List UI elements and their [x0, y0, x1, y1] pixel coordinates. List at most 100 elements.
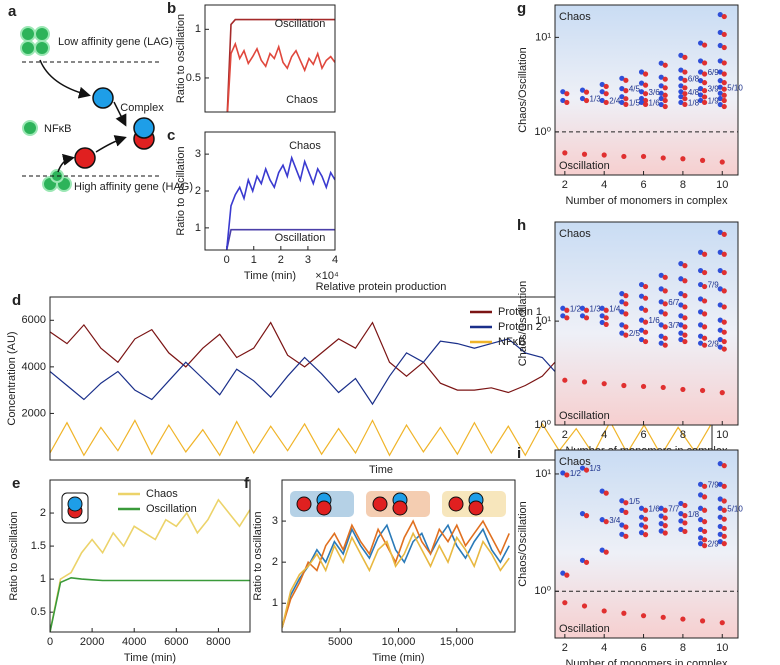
x-tick-label: 1: [251, 254, 257, 266]
data-point: [717, 101, 727, 110]
point-part: [701, 519, 708, 525]
point-part: [662, 97, 668, 104]
data-point: [619, 522, 629, 530]
data-point: [619, 531, 629, 539]
data-point: [599, 517, 609, 525]
data-point: [640, 153, 647, 160]
point-part: [678, 89, 684, 95]
point-part: [640, 613, 647, 619]
point-part: [680, 616, 686, 622]
point-part: [697, 92, 704, 98]
data-point: [619, 299, 629, 307]
x-tick-label: 6: [640, 179, 646, 191]
point-part: [638, 69, 645, 75]
point-part: [638, 89, 645, 95]
x-tick-label: 8: [680, 429, 686, 441]
data-point: [717, 58, 727, 66]
point-part: [662, 62, 668, 68]
data-point: [717, 29, 727, 38]
data-point: [658, 90, 668, 98]
point-part: [642, 71, 649, 77]
point-part: [658, 299, 664, 305]
data-point: [640, 613, 647, 619]
point-part: [682, 315, 688, 321]
point-part: [581, 603, 588, 609]
point-part: [621, 610, 627, 616]
point-part: [642, 307, 649, 313]
point-part: [678, 83, 684, 89]
data-point: [619, 498, 629, 506]
region-label: Chaos: [559, 11, 591, 23]
point-label: 1/6: [649, 316, 661, 325]
point-part: [697, 492, 704, 498]
point-part: [701, 94, 708, 100]
data-line: [282, 519, 510, 629]
point-part: [721, 483, 727, 489]
x-tick-label: 3: [305, 254, 311, 266]
data-point: [658, 340, 668, 348]
data-point: [660, 614, 666, 620]
point-part: [583, 559, 590, 565]
data-point: [638, 95, 649, 104]
point-part: [721, 329, 727, 335]
data-point: [658, 333, 668, 341]
y-tick-label: 4000: [22, 361, 46, 373]
data-point: [562, 150, 568, 156]
data-point: [717, 84, 727, 92]
y-tick-label: 0.5: [186, 72, 201, 84]
point-part: [658, 513, 664, 519]
point-part: [579, 87, 586, 93]
point-part: [717, 496, 723, 502]
data-point: [678, 75, 688, 83]
point-part: [642, 319, 649, 325]
point-part: [642, 524, 649, 530]
data-point: [717, 42, 727, 51]
point-part: [701, 88, 708, 94]
point-part: [717, 302, 723, 308]
point-part: [601, 608, 607, 614]
point-part: [621, 382, 627, 389]
point-part: [638, 99, 645, 106]
data-point: [601, 381, 607, 387]
data-point: [697, 78, 708, 86]
data-point: [717, 11, 727, 20]
point-part: [682, 513, 688, 519]
point-part: [721, 541, 727, 547]
data-point: [638, 317, 649, 325]
point-part: [717, 286, 723, 292]
point-part: [662, 301, 668, 307]
point-part: [697, 78, 704, 84]
data-point: [678, 276, 688, 284]
point-part: [619, 531, 625, 537]
point-part: [701, 80, 708, 86]
point-label: 1/3: [590, 95, 602, 104]
x-tick-label: 6000: [164, 636, 188, 648]
point-part: [658, 340, 664, 346]
point-part: [678, 99, 684, 106]
point-part: [564, 99, 570, 106]
plot-area: [225, 155, 335, 250]
point-part: [682, 54, 688, 60]
point-part: [721, 319, 727, 325]
point-part: [697, 322, 704, 328]
data-point: [599, 488, 609, 496]
point-part: [599, 305, 605, 311]
legend-icon: [448, 496, 464, 512]
point-part: [579, 557, 586, 563]
data-point: [697, 340, 708, 348]
legend-icon: [392, 500, 408, 516]
x-axis-label: Number of monomers in complex: [565, 195, 728, 207]
y-tick-label: 10⁰: [534, 419, 551, 431]
y-axis-label: Ratio to oscillation: [175, 14, 187, 103]
point-label: 1/6: [649, 99, 661, 108]
point-part: [599, 547, 605, 553]
point-part: [701, 494, 708, 500]
data-point: [699, 387, 706, 394]
point-part: [662, 324, 668, 330]
point-part: [717, 58, 723, 64]
point-part: [619, 309, 625, 315]
point-part: [658, 322, 664, 328]
data-point: [619, 309, 629, 317]
data-point: [697, 92, 708, 100]
complex-label: Complex: [120, 102, 164, 114]
